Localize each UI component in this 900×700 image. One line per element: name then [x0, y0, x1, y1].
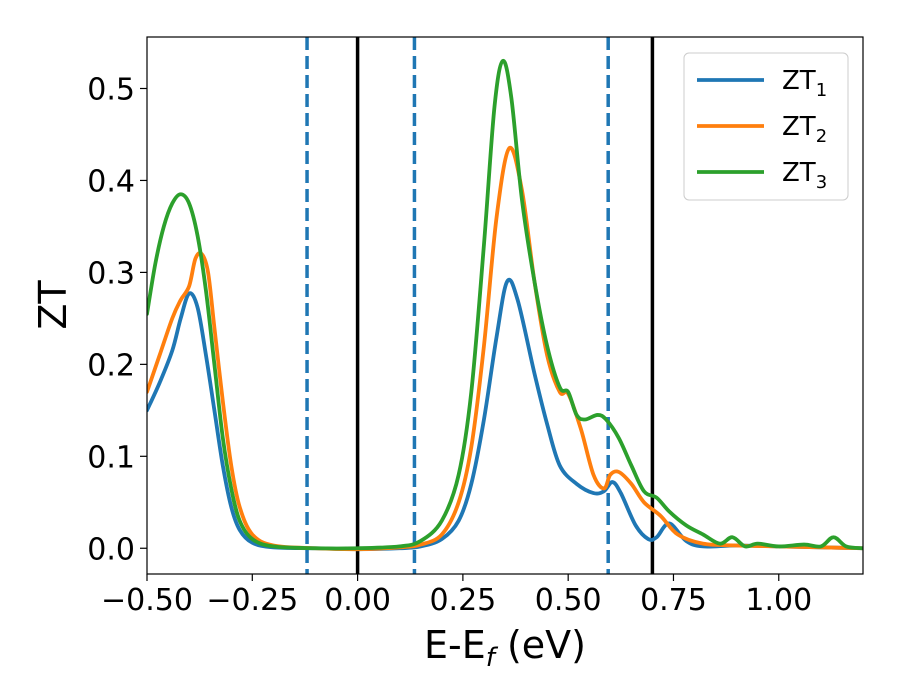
- x-axis-title-main: E-E: [424, 623, 486, 667]
- series-line-zt1: [147, 277, 863, 552]
- y-tick-label: 0.1: [87, 440, 135, 475]
- x-axis-title-unit: (eV): [495, 623, 586, 667]
- legend-label-zt1: ZT1: [782, 66, 827, 101]
- x-tick-label: 0.75: [640, 583, 707, 618]
- y-tick-label: 0.5: [87, 72, 135, 107]
- plot-frame: [146, 36, 864, 575]
- y-tick-label: 0.3: [87, 256, 135, 291]
- x-tick-label: 0.25: [429, 583, 496, 618]
- series-line-zt3: [147, 59, 863, 551]
- x-tick-label: 0.00: [324, 583, 391, 618]
- y-tick-label: 0.4: [87, 164, 135, 199]
- x-tick-label: 1.00: [745, 583, 812, 618]
- x-tick-label: −0.25: [206, 583, 298, 618]
- y-tick-label: 0.0: [87, 532, 135, 567]
- x-tick-label: −0.50: [101, 583, 193, 618]
- legend-box: [683, 52, 849, 201]
- y-tick-label: 0.2: [87, 348, 135, 383]
- x-axis-title: E-Ef (eV): [424, 623, 586, 673]
- legend: ZT1 ZT2 ZT3: [683, 52, 849, 201]
- x-tick-label: 0.50: [535, 583, 602, 618]
- series-line-zt2: [147, 145, 863, 552]
- y-axis-title: ZT: [31, 280, 75, 330]
- legend-label-zt2: ZT2: [782, 112, 827, 147]
- legend-label-zt3: ZT3: [782, 158, 827, 193]
